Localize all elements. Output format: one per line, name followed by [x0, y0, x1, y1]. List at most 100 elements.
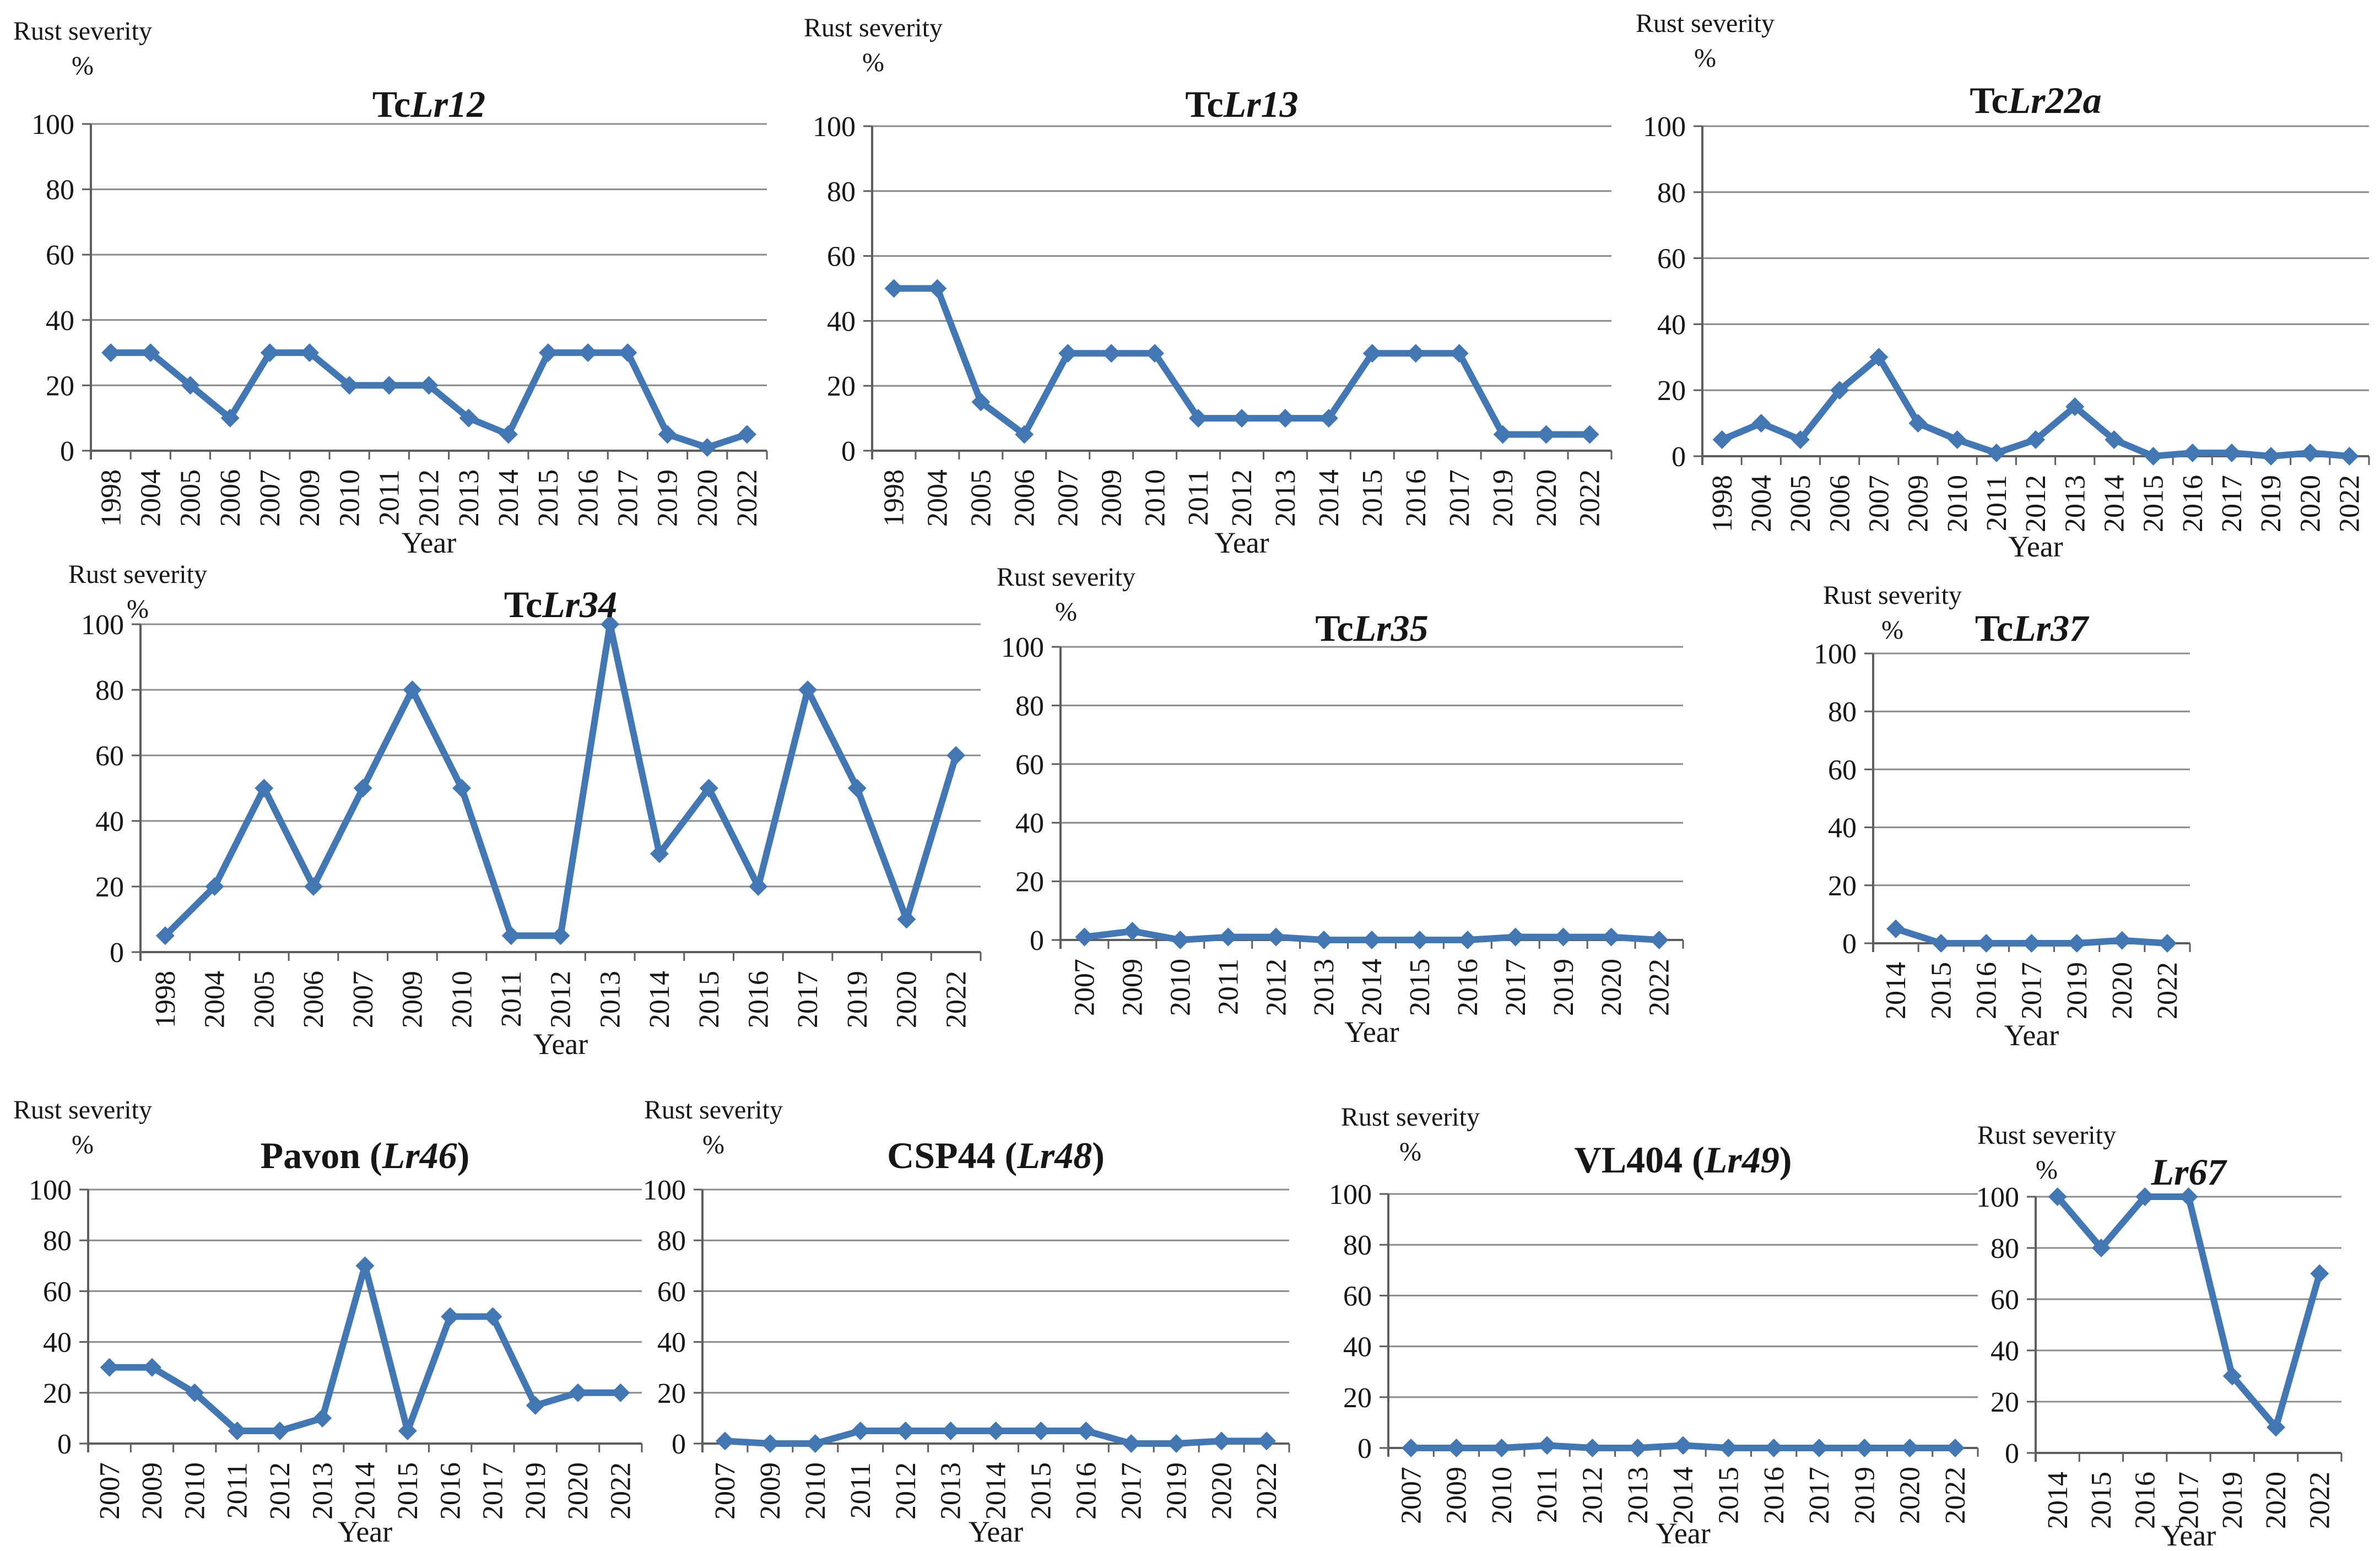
data-point-marker [255, 779, 274, 798]
data-point-marker [601, 615, 620, 634]
x-tick-label: 2012 [264, 1462, 296, 1520]
y-axis-label: 80 [43, 1225, 72, 1257]
x-tick-label: 2012 [890, 1462, 922, 1520]
data-point-marker [181, 376, 200, 395]
data-point-marker [946, 746, 966, 765]
x-tick-label: 2019 [520, 1462, 551, 1520]
x-tick-label: 2011 [1213, 959, 1244, 1015]
x-tick-label: 2013 [307, 1462, 338, 1520]
x-tick-label: 2022 [2152, 962, 2183, 1019]
data-point-marker [459, 408, 478, 428]
chart-csp44_lr48: 0 20 40 60 80 100 2007 2009 2010 2011 2012 2013 2014… [643, 1095, 1290, 1548]
data-point-marker [928, 279, 947, 298]
x-tick-label: 2009 [1096, 469, 1127, 527]
data-point-marker [1145, 344, 1165, 363]
data-point-marker [986, 1421, 1005, 1440]
chart-title-prefix: Tc [372, 83, 410, 125]
x-tick-label: 2015 [1925, 962, 1957, 1019]
data-point-marker [1058, 344, 1078, 363]
x-tick-label: 2013 [1622, 1467, 1654, 1524]
x-tick-label: 2013 [594, 971, 626, 1028]
y-axis-label: 100 [1001, 632, 1044, 663]
y-axis-label: 0 [841, 436, 856, 467]
x-tick-label: 2020 [1531, 469, 1562, 527]
x-tick-label: 2019 [1161, 1462, 1192, 1520]
data-point-marker [1402, 1439, 1421, 1457]
data-point-marker [1751, 414, 1771, 433]
x-tick-label: 2005 [248, 971, 280, 1028]
y-axis-label: 60 [46, 240, 74, 271]
chart-title-suffix: ) [1779, 1139, 1792, 1181]
x-tick-label: 2015 [1357, 469, 1388, 527]
x-tick-label: 2007 [1395, 1467, 1427, 1524]
data-point-marker [1537, 425, 1556, 444]
data-point-marker [220, 408, 240, 428]
y-axis-label: 40 [43, 1327, 72, 1359]
data-point-marker [1492, 1439, 1511, 1457]
data-point-marker [1102, 344, 1121, 363]
data-point-marker [971, 392, 991, 412]
data-point-marker [2135, 1187, 2155, 1206]
y-axis-label: 100 [813, 111, 856, 143]
x-axis-title: Year [2004, 1019, 2059, 1052]
x-tick-label: 2014 [2042, 1472, 2074, 1529]
y-axis-label: 0 [110, 937, 124, 969]
x-tick-label: 2015 [1713, 1467, 1744, 1524]
chart-title-prefix: Tc [1185, 83, 1223, 125]
data-point-marker [483, 1307, 502, 1326]
data-point-marker [1948, 430, 1967, 450]
x-tick-label: 2019 [842, 971, 873, 1028]
data-point-marker [1015, 425, 1034, 444]
chart-title-prefix: CSP44 ( [887, 1134, 1017, 1176]
data-point-marker [304, 877, 323, 896]
y-axis-label: 80 [1343, 1230, 1372, 1261]
y-axis-title-line2: % [72, 1130, 94, 1159]
data-point-marker [897, 910, 916, 929]
x-tick-label: 2017 [1444, 469, 1475, 527]
y-axis-label: 100 [81, 609, 124, 641]
chart-title-gene: Lr13 [1223, 83, 1299, 125]
x-tick-label: 2007 [94, 1462, 126, 1520]
x-tick-label: 2017 [2216, 475, 2248, 532]
data-point-marker [699, 779, 718, 798]
y-axis-label: 0 [1030, 925, 1044, 956]
chart-pavon_lr46: 0 20 40 60 80 100 2007 2009 2010 2011 2012 2013 2014… [13, 1095, 643, 1548]
chart-title: Pavon (Lr46) [261, 1134, 470, 1176]
data-point-marker [499, 425, 518, 444]
x-tick-label: 2017 [2173, 1472, 2205, 1529]
data-point-marker [1580, 425, 1599, 444]
x-tick-label: 2017 [613, 469, 644, 527]
data-point-marker [1583, 1439, 1602, 1457]
data-point-marker [650, 844, 669, 863]
x-tick-label: 2007 [1052, 469, 1084, 527]
y-axis-label: 80 [46, 175, 74, 206]
x-tick-label: 2010 [1486, 1467, 1518, 1524]
data-point-marker [1319, 409, 1338, 428]
data-point-marker [1219, 927, 1238, 947]
y-axis-label: 0 [60, 436, 74, 467]
y-axis-title-line2: % [1055, 597, 1077, 626]
x-tick-label: 2007 [255, 469, 286, 527]
y-axis-title-line2: % [127, 595, 149, 624]
data-point-marker [1257, 1431, 1276, 1451]
data-point-marker [185, 1383, 204, 1402]
y-axis-label: 20 [657, 1378, 686, 1409]
chart-title-suffix: ) [457, 1134, 470, 1176]
y-axis-label: 40 [95, 806, 124, 837]
data-point-marker [1977, 934, 1996, 953]
x-tick-label: 2020 [562, 1462, 594, 1520]
x-tick-label: 2016 [743, 971, 774, 1028]
data-point-marker [715, 1431, 734, 1451]
x-tick-label: 2014 [644, 971, 675, 1028]
x-axis-title: Year [2008, 530, 2063, 563]
y-axis-label: 80 [1015, 690, 1044, 722]
y-axis-label: 60 [1990, 1284, 2019, 1316]
x-axis-title: Year [1656, 1517, 1711, 1550]
data-point-marker [441, 1307, 460, 1326]
data-point-marker [205, 877, 224, 896]
data-point-marker [798, 680, 818, 699]
x-tick-label: 2019 [652, 469, 684, 527]
data-point-marker [1458, 931, 1477, 949]
x-tick-label: 2011 [1532, 1467, 1563, 1523]
